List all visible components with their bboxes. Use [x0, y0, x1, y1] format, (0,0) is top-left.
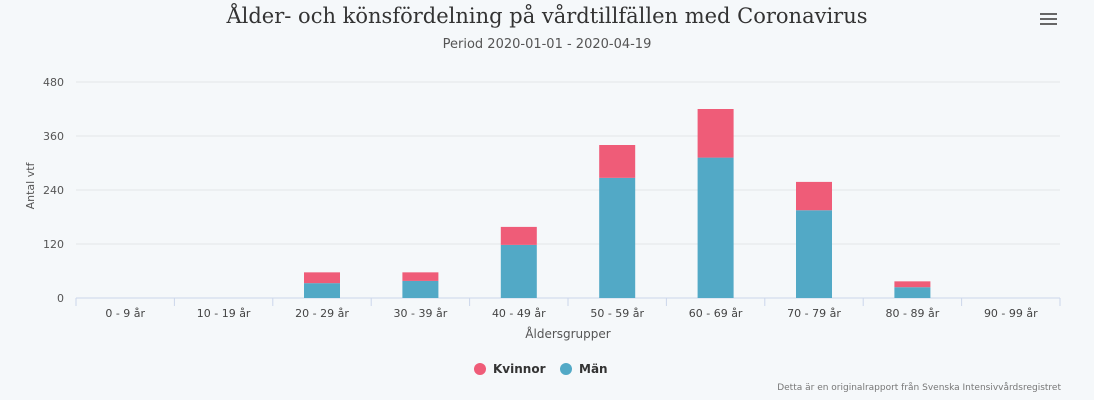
legend-item-kvinnor[interactable]: Kvinnor: [474, 360, 545, 378]
y-tick-label: 360: [43, 130, 64, 143]
x-tick-label: 0 - 9 år: [105, 307, 145, 320]
chart-legend: Kvinnor Män: [0, 360, 1094, 378]
legend-label: Män: [579, 362, 608, 376]
bar-kvinnor-6[interactable]: [697, 109, 734, 158]
bar-män-4[interactable]: [500, 244, 537, 298]
x-tick-label: 70 - 79 år: [787, 307, 841, 320]
legend-dot-icon: [560, 363, 572, 375]
bar-kvinnor-5[interactable]: [599, 145, 636, 178]
x-tick-label: 60 - 69 år: [689, 307, 743, 320]
x-tick-label: 40 - 49 år: [492, 307, 546, 320]
legend-dot-icon: [474, 363, 486, 375]
bar-kvinnor-4[interactable]: [500, 226, 537, 245]
bar-kvinnor-3[interactable]: [402, 272, 439, 281]
y-tick-label: 480: [43, 76, 64, 89]
hamburger-menu-icon[interactable]: [1040, 12, 1057, 27]
legend-item-män[interactable]: Män: [560, 360, 608, 378]
bar-män-5[interactable]: [599, 177, 636, 298]
chart-subtitle: Period 2020-01-01 - 2020-04-19: [442, 37, 652, 52]
x-tick-label: 30 - 39 år: [394, 307, 448, 320]
x-tick-label: 80 - 89 år: [886, 307, 940, 320]
x-tick-label: 10 - 19 år: [197, 307, 251, 320]
y-tick-label: 240: [43, 184, 64, 197]
bar-män-6[interactable]: [697, 157, 734, 298]
y-tick-label: 120: [43, 238, 64, 251]
chart-title: Ålder- och könsfördelning på vårdtillfäl…: [226, 4, 868, 28]
bar-män-8[interactable]: [894, 287, 931, 298]
legend-label: Kvinnor: [493, 362, 546, 376]
x-tick-label: 90 - 99 år: [984, 307, 1038, 320]
bar-män-2[interactable]: [304, 283, 340, 298]
x-axis-title: Åldersgrupper: [525, 326, 611, 341]
bar-män-3[interactable]: [402, 280, 439, 298]
bar-kvinnor-2[interactable]: [304, 272, 340, 284]
y-axis-title: Antal vtf: [24, 161, 37, 209]
y-tick-label: 0: [57, 292, 64, 305]
credit-text: Detta är en originalrapport från Svenska…: [777, 383, 1061, 393]
x-tick-label: 20 - 29 år: [295, 307, 349, 320]
bar-kvinnor-8[interactable]: [894, 281, 931, 288]
bar-män-7[interactable]: [796, 210, 832, 298]
x-tick-label: 50 - 59 år: [590, 307, 644, 320]
bar-kvinnor-7[interactable]: [796, 181, 832, 211]
